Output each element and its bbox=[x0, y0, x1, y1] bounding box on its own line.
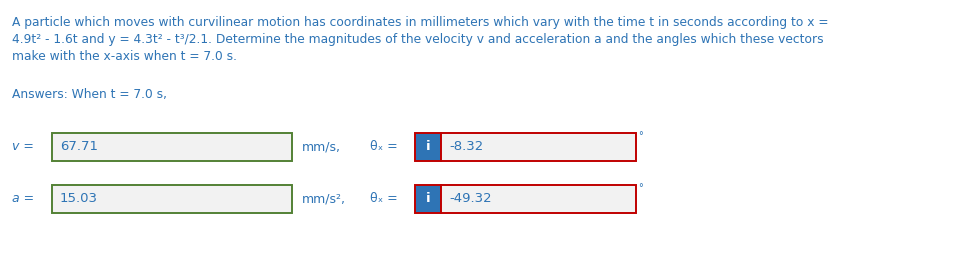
Text: °: ° bbox=[638, 131, 643, 141]
Text: i: i bbox=[426, 141, 431, 153]
FancyBboxPatch shape bbox=[441, 133, 636, 161]
Text: °: ° bbox=[638, 183, 643, 193]
Text: θₓ =: θₓ = bbox=[370, 193, 397, 206]
FancyBboxPatch shape bbox=[415, 133, 441, 161]
FancyBboxPatch shape bbox=[52, 185, 292, 213]
Text: i: i bbox=[426, 193, 431, 206]
Text: 15.03: 15.03 bbox=[60, 193, 98, 206]
Text: -49.32: -49.32 bbox=[449, 193, 492, 206]
Text: A particle which moves with curvilinear motion has coordinates in millimeters wh: A particle which moves with curvilinear … bbox=[12, 16, 829, 29]
FancyBboxPatch shape bbox=[52, 133, 292, 161]
Text: make with the x-axis when t = 7.0 s.: make with the x-axis when t = 7.0 s. bbox=[12, 50, 237, 63]
FancyBboxPatch shape bbox=[415, 185, 441, 213]
Text: θₓ =: θₓ = bbox=[370, 141, 397, 153]
Text: 4.9t² - 1.6t and y = 4.3t² - t³/2.1. Determine the magnitudes of the velocity v : 4.9t² - 1.6t and y = 4.3t² - t³/2.1. Det… bbox=[12, 33, 823, 46]
Text: a =: a = bbox=[12, 193, 34, 206]
FancyBboxPatch shape bbox=[441, 185, 636, 213]
Text: Answers: When t = 7.0 s,: Answers: When t = 7.0 s, bbox=[12, 88, 167, 101]
Text: -8.32: -8.32 bbox=[449, 141, 483, 153]
Text: v =: v = bbox=[12, 141, 33, 153]
Text: mm/s,: mm/s, bbox=[302, 141, 341, 153]
Text: mm/s²,: mm/s², bbox=[302, 193, 346, 206]
Text: 67.71: 67.71 bbox=[60, 141, 98, 153]
